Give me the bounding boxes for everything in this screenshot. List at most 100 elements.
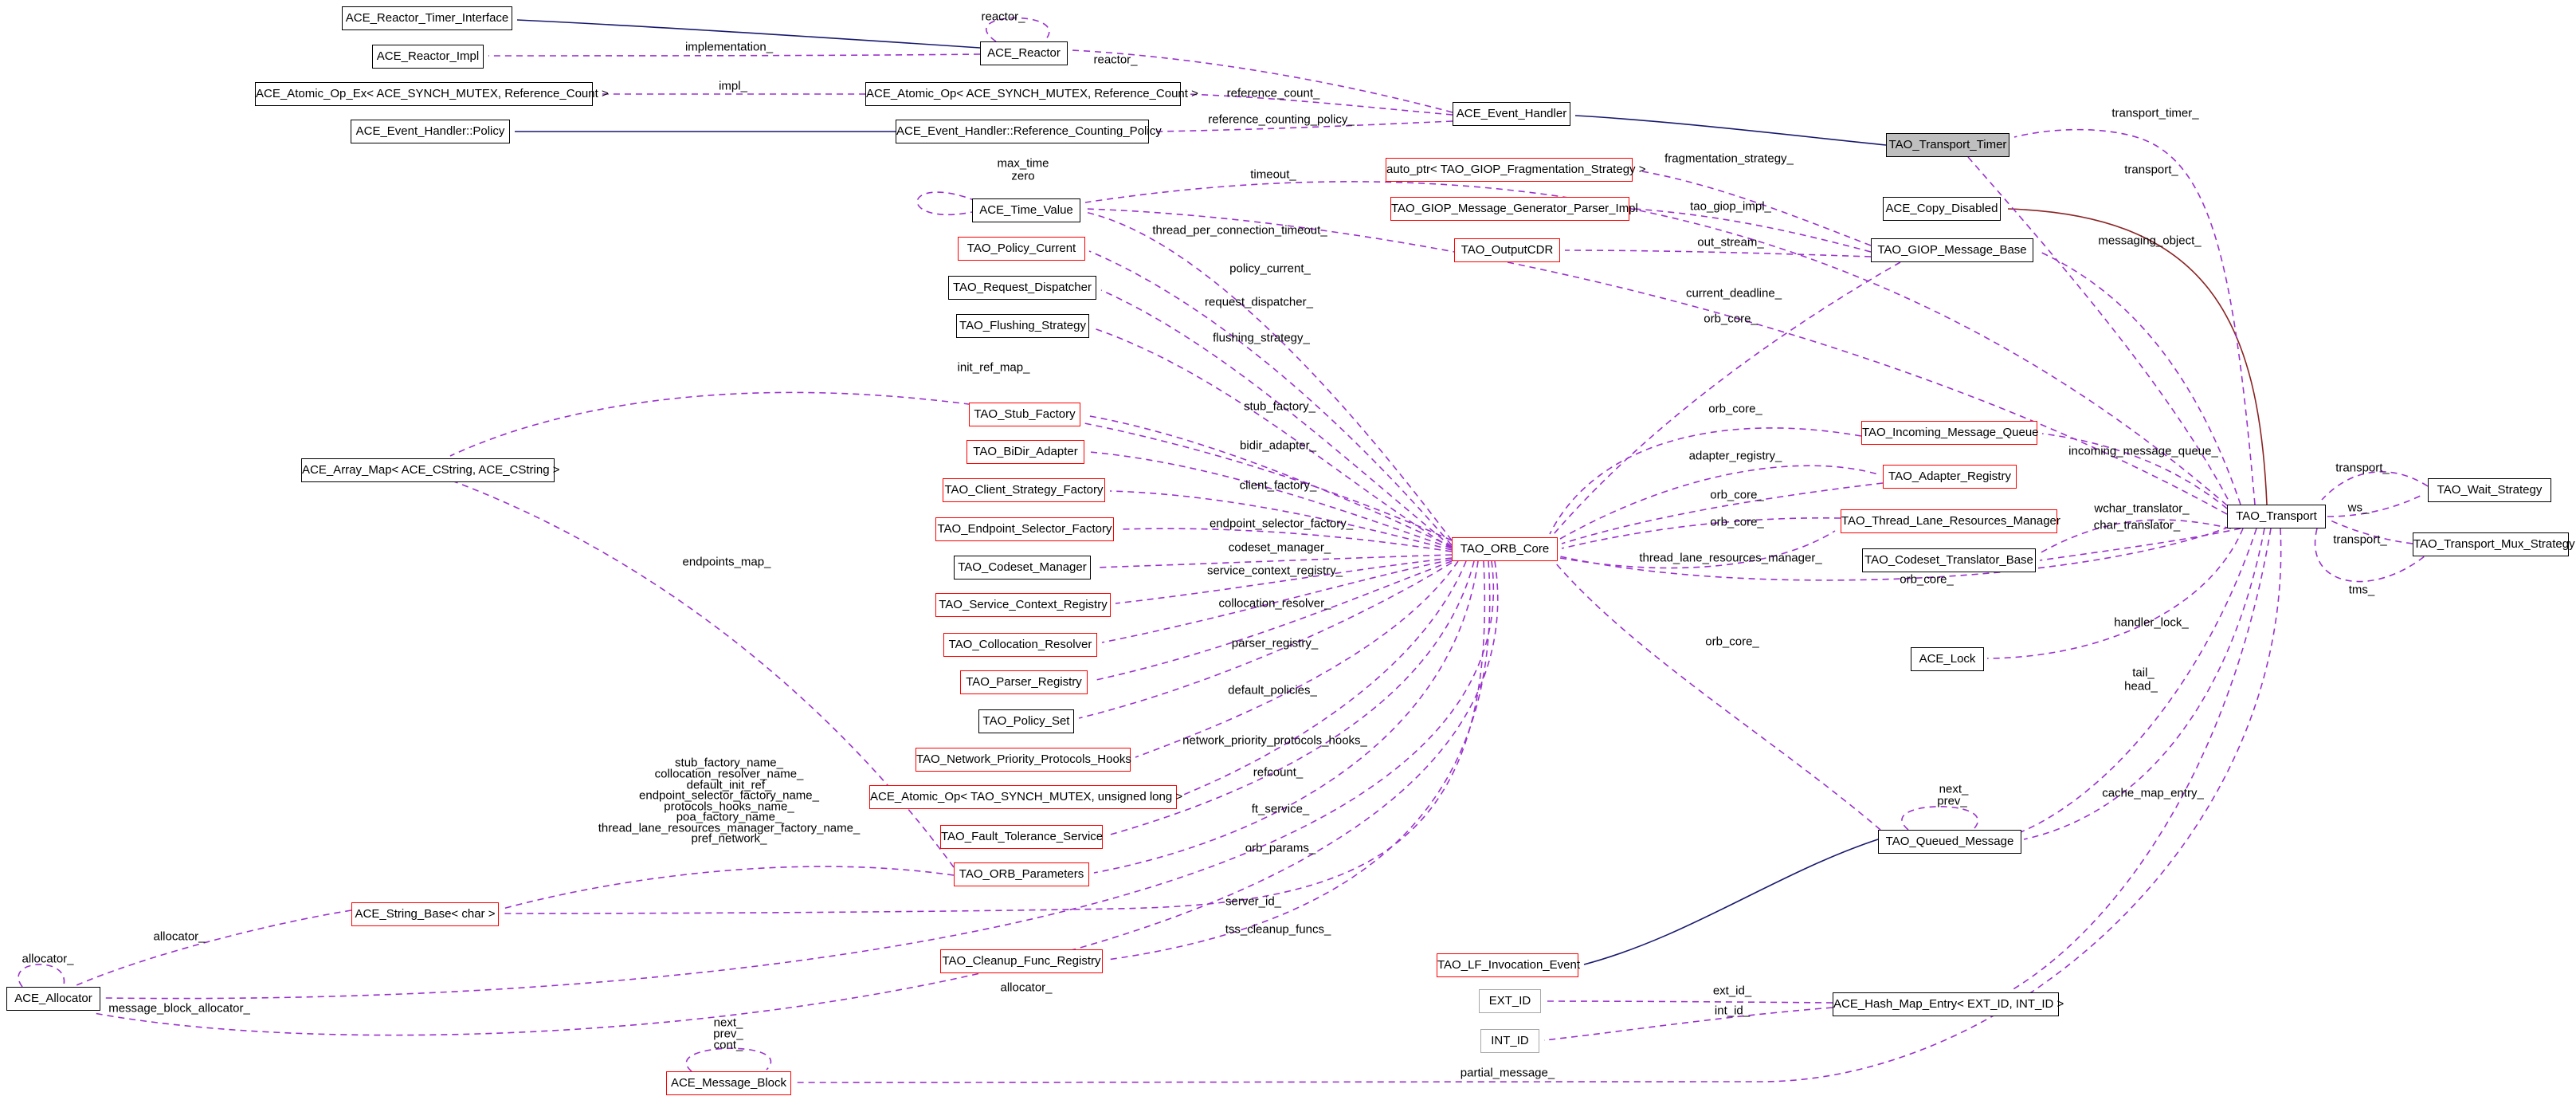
class-node[interactable]: TAO_Network_Priority_Protocols_Hooks: [916, 748, 1131, 772]
usage-edge: [916, 191, 977, 216]
class-node[interactable]: ACE_Atomic_Op_Ex< ACE_SYNCH_MUTEX, Refer…: [255, 82, 609, 106]
class-node[interactable]: TAO_ORB_Parameters: [954, 862, 1089, 886]
edge-label: current_deadline_: [1685, 286, 1782, 301]
edge-label: orb_params_: [1245, 841, 1316, 855]
class-node[interactable]: ACE_Event_Handler::Reference_Counting_Po…: [896, 120, 1162, 143]
class-node: TAO_Transport_Timer: [1886, 133, 2009, 157]
edge-label: next_: [713, 1016, 743, 1030]
edge-label: zero: [1011, 169, 1035, 183]
class-node[interactable]: TAO_Collocation_Resolver: [943, 633, 1097, 657]
usage-edge: [2013, 128, 2256, 505]
class-node[interactable]: ACE_Reactor_Impl: [372, 45, 484, 69]
class-node[interactable]: TAO_Policy_Set: [978, 709, 1074, 733]
class-node[interactable]: ACE_Reactor_Timer_Interface: [342, 6, 512, 30]
edge-label: reactor_: [1093, 53, 1138, 67]
edge-label: thread_per_connection_timeout_: [1152, 223, 1327, 238]
usage-edge: [1107, 560, 1475, 836]
class-node[interactable]: ACE_String_Base< char >: [351, 902, 499, 926]
class-node[interactable]: ACE_Message_Block: [666, 1071, 791, 1095]
class-node[interactable]: ACE_Allocator: [6, 987, 100, 1011]
usage-edge: [1093, 560, 1479, 874]
class-node[interactable]: ACE_Time_Value: [972, 198, 1080, 222]
usage-edge: [76, 910, 352, 986]
edge-label: stub_factory_: [1243, 399, 1316, 414]
class-node[interactable]: TAO_Policy_Current: [958, 237, 1085, 261]
class-node[interactable]: TAO_Flushing_Strategy: [956, 314, 1089, 338]
class-node[interactable]: TAO_Transport: [2227, 505, 2326, 528]
edge-label: service_context_registry_: [1206, 564, 1343, 578]
edge-label: allocator_: [1000, 980, 1053, 995]
edge-label: orb_core_: [1710, 515, 1764, 529]
class-node[interactable]: TAO_Fault_Tolerance_Service: [940, 825, 1103, 849]
class-node[interactable]: TAO_BiDir_Adapter: [966, 440, 1084, 464]
usage-edge: [1092, 560, 1453, 682]
class-node[interactable]: TAO_OutputCDR: [1454, 238, 1560, 262]
class-node[interactable]: TAO_GIOP_Message_Base: [1871, 238, 2033, 262]
edge-label: stub_factory_name_: [675, 756, 783, 770]
edge-label: allocator_: [22, 952, 74, 966]
class-node[interactable]: TAO_Client_Strategy_Factory: [943, 478, 1105, 502]
edge-label: refcount_: [1253, 765, 1304, 780]
usage-edge: [1084, 414, 1453, 548]
class-node[interactable]: TAO_Queued_Message: [1878, 830, 2021, 854]
class-node[interactable]: ACE_Event_Handler::Policy: [351, 120, 510, 143]
usage-edge: [2039, 528, 2241, 561]
usage-edge: [1107, 560, 1491, 961]
class-node[interactable]: TAO_Endpoint_Selector_Factory: [935, 517, 1114, 541]
edge-label: init_ref_map_: [957, 360, 1030, 375]
usage-edge: [1084, 211, 1453, 541]
class-node[interactable]: TAO_ORB_Core: [1452, 537, 1558, 561]
class-node[interactable]: auto_ptr< TAO_GIOP_Fragmentation_Strateg…: [1386, 158, 1645, 182]
class-node[interactable]: TAO_Transport_Mux_Strategy: [2413, 532, 2575, 556]
class-node[interactable]: ACE_Hash_Map_Entry< EXT_ID, INT_ID >: [1833, 992, 2064, 1016]
class-node[interactable]: TAO_Request_Dispatcher: [948, 276, 1096, 300]
usage-edge: [488, 53, 981, 57]
class-node[interactable]: ACE_Copy_Disabled: [1883, 197, 2001, 221]
edge-label: head_: [2124, 679, 2158, 693]
class-node[interactable]: TAO_Wait_Strategy: [2428, 478, 2551, 502]
edge-label: thread_lane_resources_manager_: [1639, 551, 1822, 565]
class-node[interactable]: TAO_Stub_Factory: [969, 403, 1080, 426]
class-node[interactable]: TAO_Codeset_Translator_Base: [1862, 548, 2036, 572]
usage-edge: [93, 560, 1499, 1036]
class-node: EXT_ID: [1479, 989, 1541, 1013]
usage-edge: [2315, 528, 2426, 583]
class-node: INT_ID: [1480, 1029, 1539, 1053]
class-node[interactable]: TAO_GIOP_Message_Generator_Parser_Impl: [1390, 197, 1638, 221]
usage-edge: [1118, 528, 1453, 552]
class-node[interactable]: TAO_Thread_Lane_Resources_Manager: [1841, 509, 2060, 533]
class-node[interactable]: ACE_Lock: [1911, 647, 1984, 671]
class-node[interactable]: ACE_Atomic_Op< ACE_SYNCH_MUTEX, Referenc…: [865, 82, 1198, 106]
edge-label: adapter_registry_: [1688, 449, 1782, 463]
usage-edge: [1561, 517, 1841, 549]
class-node[interactable]: TAO_Service_Context_Registry: [935, 593, 1111, 617]
class-node[interactable]: ACE_Array_Map< ACE_CString, ACE_CString …: [301, 458, 559, 482]
usage-edge: [1115, 557, 1453, 604]
class-node[interactable]: ACE_Event_Handler: [1453, 102, 1570, 126]
class-node[interactable]: TAO_Cleanup_Func_Registry: [940, 949, 1103, 973]
edge-label: allocator_: [153, 929, 206, 944]
usage-edge: [1555, 562, 1881, 831]
usage-edge: [2041, 433, 2228, 509]
class-node[interactable]: TAO_Adapter_Registry: [1883, 465, 2017, 489]
class-node[interactable]: TAO_LF_Invocation_Event: [1437, 953, 1580, 977]
edge-label: char_translator_: [2093, 518, 2181, 532]
edge-label: transport_: [2335, 461, 2390, 475]
edge-label: out_stream_: [1697, 235, 1764, 249]
class-node[interactable]: TAO_Codeset_Manager: [954, 556, 1091, 580]
class-node[interactable]: TAO_Parser_Registry: [960, 670, 1088, 694]
usage-edge: [1559, 465, 1879, 540]
edge-label: pref_network_: [691, 831, 767, 846]
class-node[interactable]: TAO_Incoming_Message_Queue: [1861, 421, 2039, 445]
edge-label: orb_core_: [1705, 635, 1759, 649]
inheritance-edge: [1583, 839, 1879, 965]
usage-edge: [1088, 250, 1453, 546]
usage-edge: [449, 391, 1453, 541]
class-node[interactable]: ACE_Reactor: [980, 41, 1068, 65]
usage-edge: [1135, 560, 1459, 758]
class-node[interactable]: ACE_Atomic_Op< TAO_SYNCH_MUTEX, unsigned…: [869, 785, 1182, 809]
usage-edge: [2321, 471, 2429, 501]
edge-label: request_dispatcher_: [1205, 295, 1313, 309]
usage-edge: [2037, 250, 2241, 505]
